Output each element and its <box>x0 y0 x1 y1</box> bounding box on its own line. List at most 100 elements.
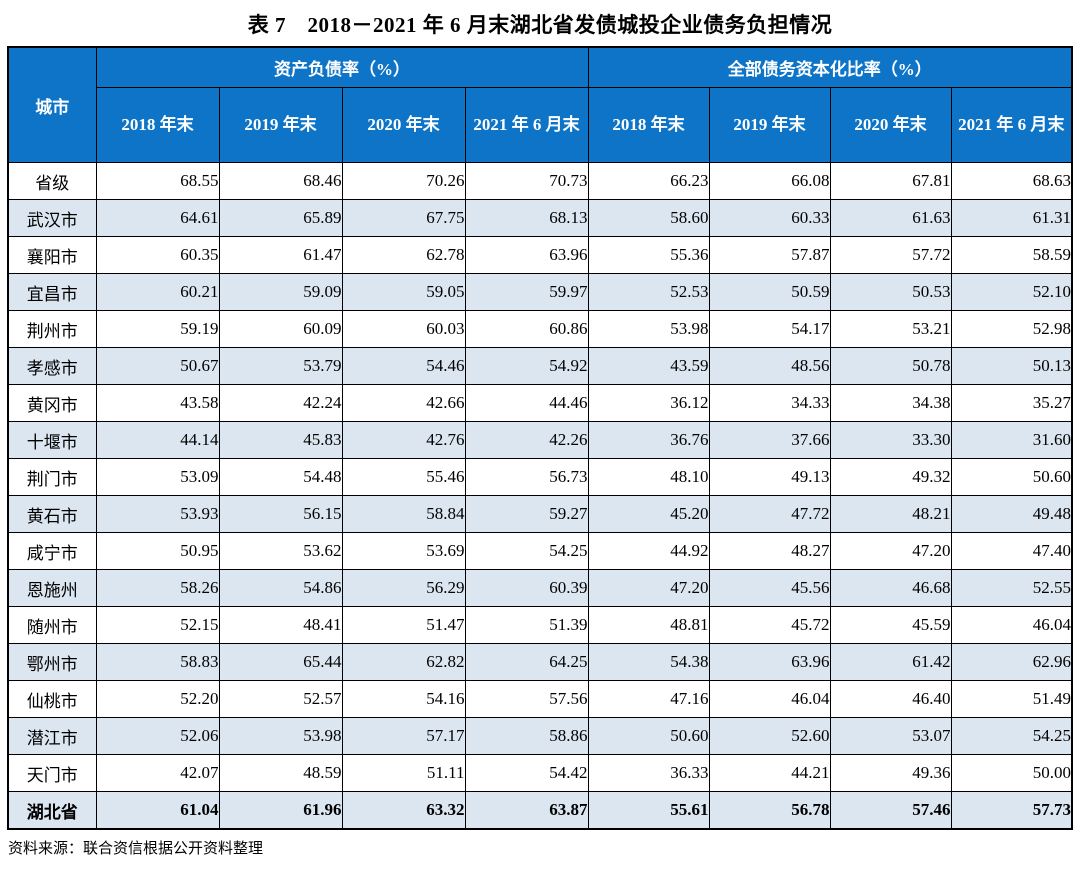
value-cell: 70.73 <box>464 162 589 200</box>
city-cell: 湖北省 <box>7 791 97 830</box>
city-cell: 随州市 <box>7 606 97 644</box>
table-row: 潜江市 52.06 53.98 57.17 58.86 50.60 52.60 53.07 54… <box>7 717 1073 755</box>
value-cell: 55.61 <box>587 791 710 830</box>
header-col-2018-end-right: 2018 年末 <box>587 87 710 163</box>
value-cell: 44.14 <box>95 421 220 459</box>
header-col-2020-end-left: 2020 年末 <box>341 87 466 163</box>
table-row: 宜昌市 60.21 59.09 59.05 59.97 52.53 50.59 50.53 52… <box>7 273 1073 311</box>
value-cell: 57.17 <box>341 717 466 755</box>
city-cell: 天门市 <box>7 754 97 792</box>
value-cell: 33.30 <box>829 421 952 459</box>
value-cell: 60.21 <box>95 273 220 311</box>
value-cell: 68.13 <box>464 199 589 237</box>
value-cell: 63.96 <box>708 643 831 681</box>
value-cell: 53.79 <box>218 347 343 385</box>
table-row: 咸宁市 50.95 53.62 53.69 54.25 44.92 48.27 47.20 47… <box>7 532 1073 570</box>
source-note: 资料来源：联合资信根据公开资料整理 <box>8 841 264 857</box>
value-cell: 50.78 <box>829 347 952 385</box>
value-cell: 54.86 <box>218 569 343 607</box>
value-cell: 49.48 <box>950 495 1073 533</box>
header-col-2018-end-left: 2018 年末 <box>95 87 220 163</box>
value-cell: 46.04 <box>708 680 831 718</box>
value-cell: 42.07 <box>95 754 220 792</box>
value-cell: 66.23 <box>587 162 710 200</box>
table-row: 省级 68.55 68.46 70.26 70.73 66.23 66.08 67.81 68.… <box>7 162 1073 200</box>
value-cell: 50.59 <box>708 273 831 311</box>
value-cell: 60.03 <box>341 310 466 348</box>
value-cell: 48.27 <box>708 532 831 570</box>
city-cell: 咸宁市 <box>7 532 97 570</box>
value-cell: 57.73 <box>950 791 1073 830</box>
value-cell: 46.68 <box>829 569 952 607</box>
table-row: 荆州市 59.19 60.09 60.03 60.86 53.98 54.17 53.21 52… <box>7 310 1073 348</box>
value-cell: 50.13 <box>950 347 1073 385</box>
header-col-2019-end-right: 2019 年末 <box>708 87 831 163</box>
value-cell: 42.24 <box>218 384 343 422</box>
value-cell: 49.36 <box>829 754 952 792</box>
value-cell: 63.32 <box>341 791 466 830</box>
value-cell: 48.59 <box>218 754 343 792</box>
value-cell: 57.56 <box>464 680 589 718</box>
table-row: 黄石市 53.93 56.15 58.84 59.27 45.20 47.72 48.21 49… <box>7 495 1073 533</box>
table-row: 十堰市 44.14 45.83 42.76 42.26 36.76 37.66 33.30 31… <box>7 421 1073 459</box>
value-cell: 57.46 <box>829 791 952 830</box>
table-row: 孝感市 50.67 53.79 54.46 54.92 43.59 48.56 50.78 50… <box>7 347 1073 385</box>
value-cell: 36.33 <box>587 754 710 792</box>
value-cell: 47.16 <box>587 680 710 718</box>
value-cell: 61.31 <box>950 199 1073 237</box>
value-cell: 62.78 <box>341 236 466 274</box>
value-cell: 52.10 <box>950 273 1073 311</box>
value-cell: 49.32 <box>829 458 952 496</box>
value-cell: 52.15 <box>95 606 220 644</box>
value-cell: 59.05 <box>341 273 466 311</box>
value-cell: 60.09 <box>218 310 343 348</box>
value-cell: 61.47 <box>218 236 343 274</box>
value-cell: 63.96 <box>464 236 589 274</box>
value-cell: 45.72 <box>708 606 831 644</box>
value-cell: 64.25 <box>464 643 589 681</box>
value-cell: 51.11 <box>341 754 466 792</box>
value-cell: 46.40 <box>829 680 952 718</box>
value-cell: 49.13 <box>708 458 831 496</box>
value-cell: 36.76 <box>587 421 710 459</box>
value-cell: 52.98 <box>950 310 1073 348</box>
city-cell: 鄂州市 <box>7 643 97 681</box>
header-city: 城市 <box>7 46 97 163</box>
header-col-2021-jun-right: 2021 年 6 月末 <box>950 87 1073 163</box>
value-cell: 48.10 <box>587 458 710 496</box>
value-cell: 45.20 <box>587 495 710 533</box>
value-cell: 55.36 <box>587 236 710 274</box>
value-cell: 53.98 <box>587 310 710 348</box>
value-cell: 57.72 <box>829 236 952 274</box>
value-cell: 53.21 <box>829 310 952 348</box>
value-cell: 58.59 <box>950 236 1073 274</box>
value-cell: 61.63 <box>829 199 952 237</box>
value-cell: 68.63 <box>950 162 1073 200</box>
table-body: 省级 68.55 68.46 70.26 70.73 66.23 66.08 67.81 68.… <box>7 162 1073 830</box>
header-sub-row: 2018 年末 2019 年末 2020 年末 2021 年 6 月末 2018… <box>8 87 1073 163</box>
value-cell: 54.46 <box>341 347 466 385</box>
value-cell: 68.55 <box>95 162 220 200</box>
city-cell: 孝感市 <box>7 347 97 385</box>
value-cell: 31.60 <box>950 421 1073 459</box>
value-cell: 54.17 <box>708 310 831 348</box>
table-row: 武汉市 64.61 65.89 67.75 68.13 58.60 60.33 61.63 61… <box>7 199 1073 237</box>
table-row: 荆门市 53.09 54.48 55.46 56.73 48.10 49.13 49.32 50… <box>7 458 1073 496</box>
value-cell: 55.46 <box>341 458 466 496</box>
debt-burden-table: 城市 资产负债率（%） 全部债务资本化比率（%） 2018 年末 2019 年末… <box>7 46 1073 830</box>
value-cell: 53.93 <box>95 495 220 533</box>
value-cell: 43.59 <box>587 347 710 385</box>
value-cell: 45.59 <box>829 606 952 644</box>
city-cell: 潜江市 <box>7 717 97 755</box>
value-cell: 56.29 <box>341 569 466 607</box>
value-cell: 54.16 <box>341 680 466 718</box>
table-row: 湖北省 61.04 61.96 63.32 63.87 55.61 56.78 57.46 57… <box>7 791 1073 830</box>
city-cell: 宜昌市 <box>7 273 97 311</box>
table-row: 天门市 42.07 48.59 51.11 54.42 36.33 44.21 49.36 50… <box>7 754 1073 792</box>
table-title: 表 7 2018－2021 年 6 月末湖北省发债城投企业债务负担情况 <box>247 13 833 37</box>
value-cell: 50.00 <box>950 754 1073 792</box>
table-row: 鄂州市 58.83 65.44 62.82 64.25 54.38 63.96 61.42 62… <box>7 643 1073 681</box>
value-cell: 59.19 <box>95 310 220 348</box>
value-cell: 59.97 <box>464 273 589 311</box>
value-cell: 54.38 <box>587 643 710 681</box>
